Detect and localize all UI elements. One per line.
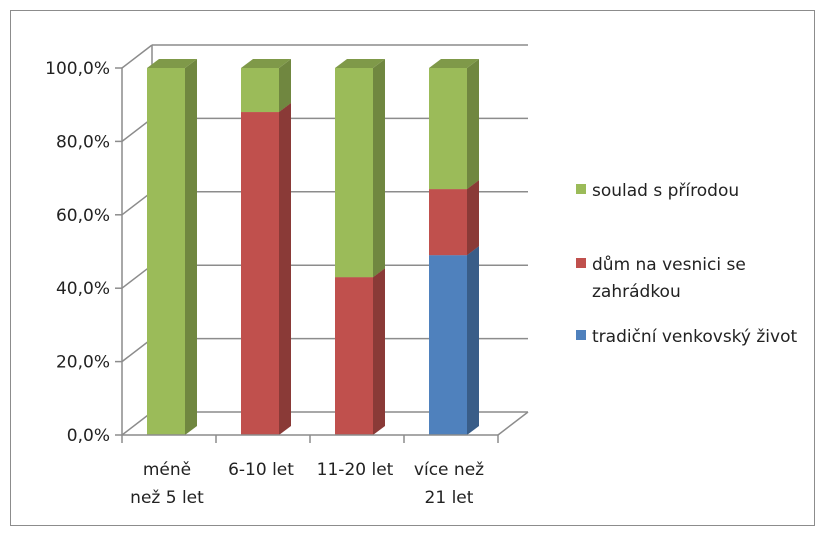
y-tick-label: 0,0%	[67, 426, 110, 446]
legend-label: soulad s přírodou	[592, 181, 739, 201]
bar-side	[467, 180, 479, 256]
bar-front	[335, 277, 373, 435]
bar-segment	[335, 59, 385, 278]
legend-label: tradiční venkovský život	[592, 327, 797, 347]
bar-segment	[429, 59, 479, 190]
bar-side	[373, 59, 385, 278]
legend-swatch	[576, 330, 586, 340]
bar-side	[279, 59, 291, 113]
chart-axes: 0,0% 20,0% 40,0% 60,0% 80,0% 100,0% méně než 5 …	[45, 59, 529, 508]
y-tick-label: 80,0%	[56, 132, 110, 152]
x-category-label: méně	[143, 460, 191, 480]
y-tick-label: 40,0%	[56, 279, 110, 299]
bar-segment	[335, 268, 385, 435]
bar-top	[147, 59, 197, 68]
legend-label: zahrádkou	[592, 282, 681, 302]
bar-side	[373, 268, 385, 435]
bar-segment	[429, 180, 479, 256]
bar-front	[429, 68, 467, 190]
bar-side	[467, 59, 479, 190]
bar-front	[429, 189, 467, 256]
bar-front	[429, 255, 467, 435]
bar-front	[335, 68, 373, 278]
bar-segment	[241, 59, 291, 113]
bar-side	[279, 103, 291, 435]
chart-bars	[147, 59, 479, 435]
bar-segment	[241, 103, 291, 435]
x-category-label: než 5 let	[130, 488, 204, 508]
bar-segment	[429, 246, 479, 435]
chart-legend: soulad s přírodou dům na vesnici se zahrád…	[576, 181, 797, 347]
bar-segment	[147, 59, 197, 435]
gridline-depth	[121, 44, 153, 69]
bar-top	[429, 59, 479, 68]
bar-front	[241, 68, 279, 113]
bar-front	[241, 112, 279, 435]
bar-side	[185, 59, 197, 435]
x-category-label: 6-10 let	[228, 460, 294, 480]
x-category-label: více než	[414, 460, 484, 480]
x-category-label: 11-20 let	[317, 460, 394, 480]
legend-swatch	[576, 258, 586, 268]
chart-frame	[10, 10, 815, 526]
y-tick-label: 100,0%	[45, 59, 110, 79]
bar-front	[147, 68, 185, 435]
legend-label: dům na vesnici se	[592, 255, 746, 275]
y-tick-label: 20,0%	[56, 353, 110, 373]
legend-swatch	[576, 184, 586, 194]
bar-side	[467, 246, 479, 435]
x-category-label: 21 let	[425, 488, 474, 508]
y-tick-label: 60,0%	[56, 206, 110, 226]
bar-top	[335, 59, 385, 68]
bar-top	[241, 59, 291, 68]
floor-edge	[497, 411, 529, 436]
